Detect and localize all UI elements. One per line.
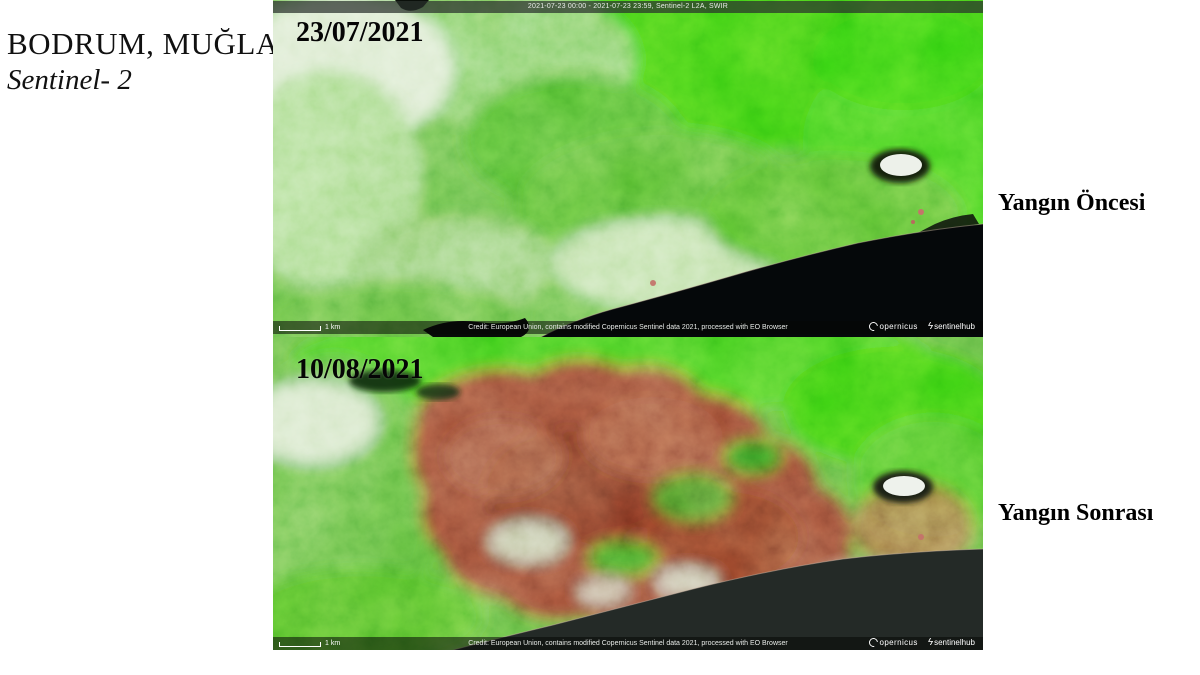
logo-strip-before: opernicus ϟ sentinelhub — [867, 320, 975, 333]
credit-line-before: Credit: European Union, contains modifie… — [273, 321, 983, 334]
copernicus-c-icon — [867, 636, 881, 649]
copernicus-logo: opernicus — [867, 636, 918, 649]
lightning-bolt-icon: ϟ — [927, 320, 934, 332]
sentinelhub-logo: ϟ sentinelhub — [927, 636, 975, 648]
satellite-image-before: 2021-07-23 00:00 - 2021-07-23 23:59, Sen… — [273, 0, 983, 337]
satellite-image-after: 10/08/2021 Credit: European Union, conta… — [273, 337, 983, 650]
copernicus-wordmark: opernicus — [879, 638, 918, 647]
date-label-after: 10/08/2021 — [296, 354, 424, 385]
sensor-subtitle: Sentinel- 2 — [7, 64, 132, 96]
copernicus-c-icon — [867, 320, 881, 333]
terrain-art-after — [273, 337, 983, 650]
credit-line-after: Credit: European Union, contains modifie… — [273, 637, 983, 650]
timestamp-bar: 2021-07-23 00:00 - 2021-07-23 23:59, Sen… — [273, 1, 983, 13]
label-after-fire: Yangın Sonrası — [998, 500, 1154, 526]
logo-strip-after: opernicus ϟ sentinelhub — [867, 636, 975, 649]
terrain-art-before — [273, 0, 983, 337]
scale-bar-line — [279, 326, 321, 331]
scale-bar-line — [279, 642, 321, 647]
scale-bar-after: 1 km — [279, 640, 340, 647]
copernicus-logo: opernicus — [867, 320, 918, 333]
sentinelhub-logo: ϟ sentinelhub — [927, 320, 975, 332]
sentinelhub-wordmark: sentinelhub — [934, 638, 975, 647]
label-before-fire: Yangın Öncesi — [998, 190, 1146, 216]
date-label-before: 23/07/2021 — [296, 17, 424, 48]
lightning-bolt-icon: ϟ — [927, 636, 934, 648]
maps-column: 2021-07-23 00:00 - 2021-07-23 23:59, Sen… — [273, 0, 983, 650]
scale-bar-label: 1 km — [325, 640, 341, 647]
sentinelhub-wordmark: sentinelhub — [934, 322, 975, 331]
location-title: BODRUM, MUĞLA — [7, 26, 279, 61]
scale-bar-label: 1 km — [325, 324, 341, 331]
copernicus-wordmark: opernicus — [879, 322, 918, 331]
scale-bar-before: 1 km — [279, 324, 340, 331]
